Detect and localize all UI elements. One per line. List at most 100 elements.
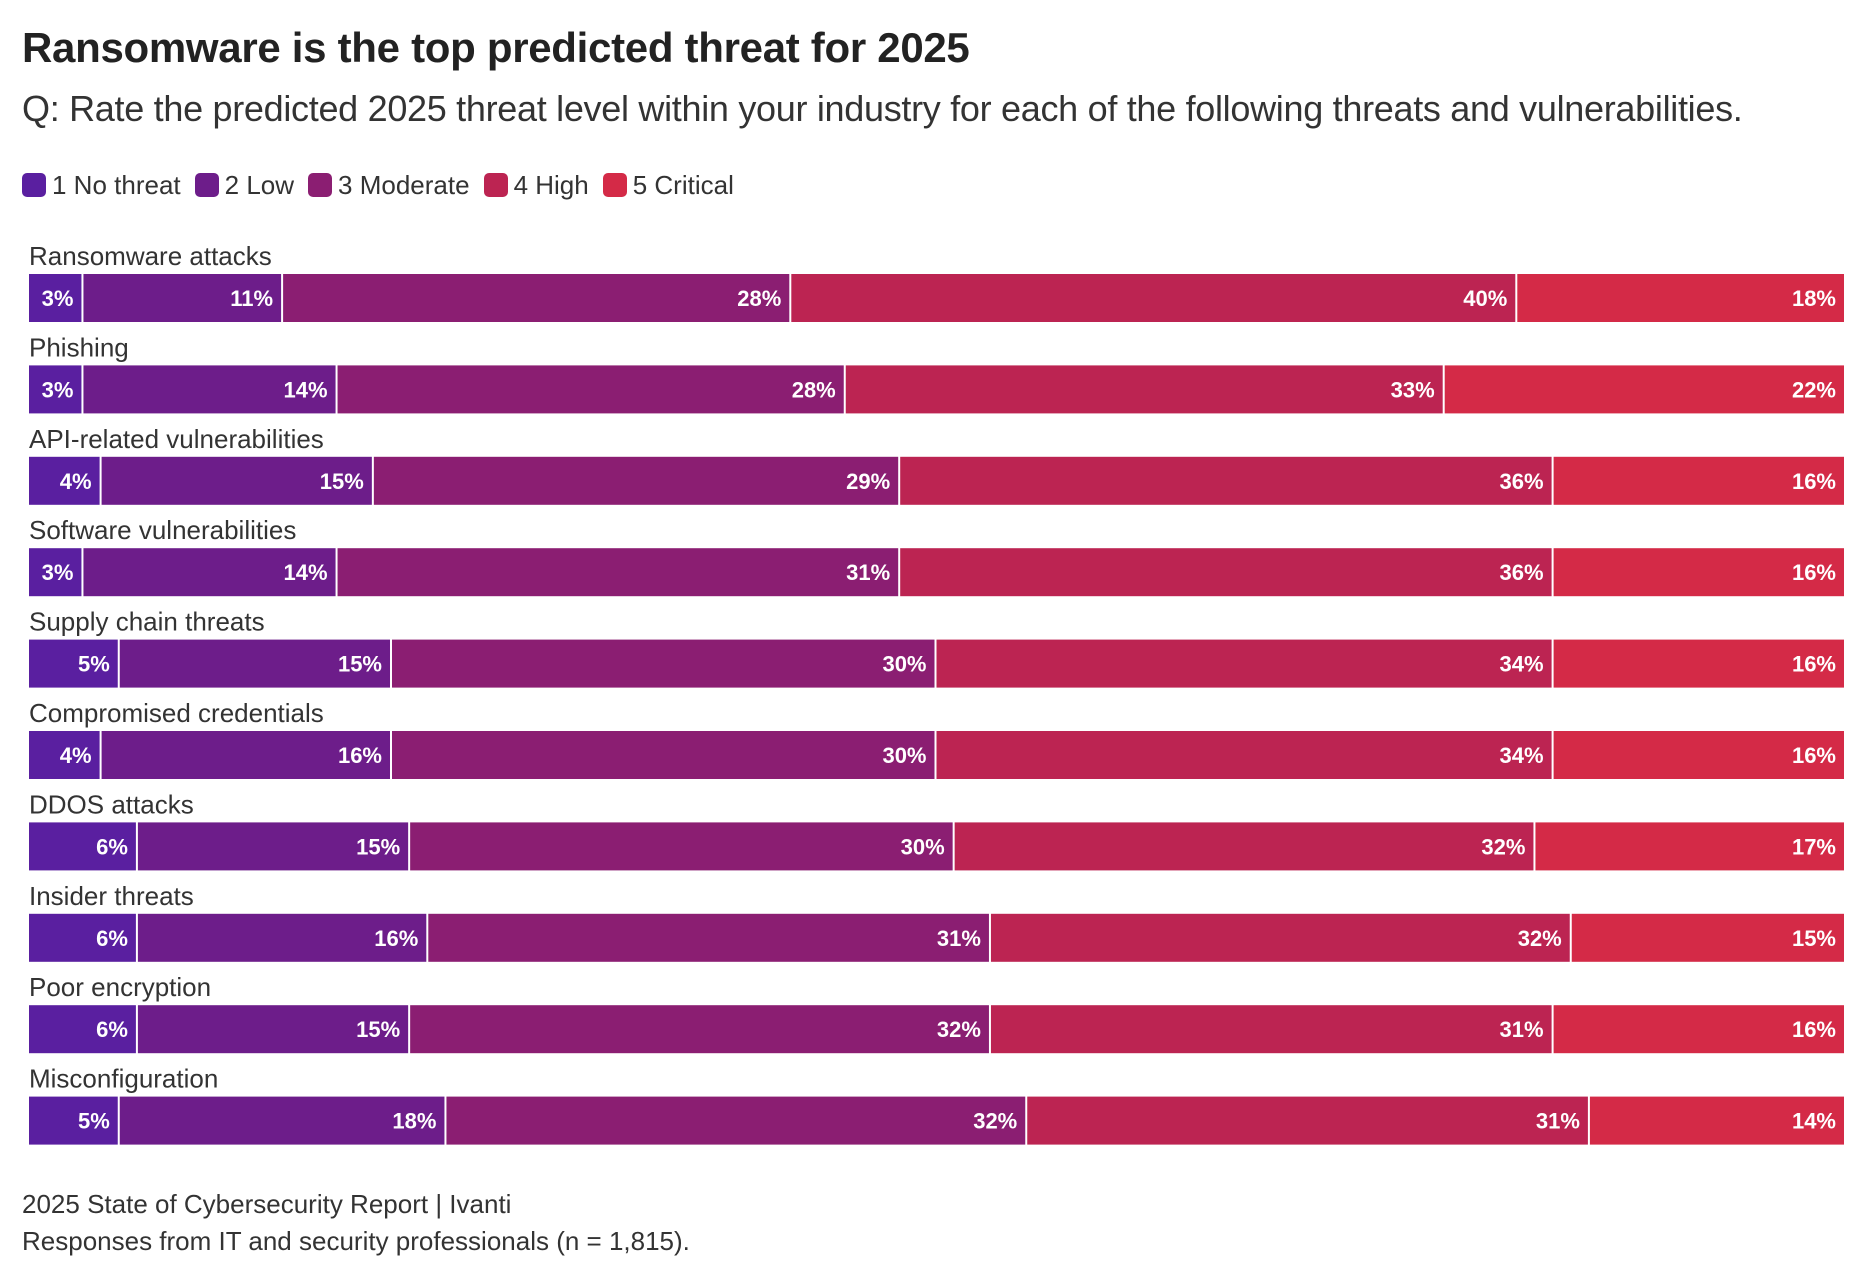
data-label-supply-chain-threats-2-low: 15% (338, 652, 382, 677)
data-label-poor-encryption-5-critical: 16% (1792, 1017, 1836, 1042)
bar-segment-insider-threats-1-no-threat (29, 913, 136, 962)
category-label-software-vulnerabilities: Software vulnerabilities (29, 515, 296, 545)
bar-segment-insider-threats-3-moderate (428, 913, 989, 962)
bar-segment-supply-chain-threats-3-moderate (392, 639, 935, 688)
data-label-ransomware-attacks-4-high: 40% (1463, 286, 1507, 311)
bar-segment-software-vulnerabilities-5-critical (1553, 548, 1844, 597)
bar-segment-software-vulnerabilities-1-no-threat (29, 548, 82, 597)
legend-label: 2 Low (224, 169, 295, 200)
data-label-insider-threats-1-no-threat: 6% (96, 926, 128, 951)
data-label-phishing-3-moderate: 28% (792, 377, 836, 402)
data-label-software-vulnerabilities-4-high: 36% (1500, 560, 1544, 585)
data-label-insider-threats-4-high: 32% (1518, 926, 1562, 951)
bar-segment-software-vulnerabilities-4-high (900, 548, 1552, 597)
data-label-insider-threats-5-critical: 15% (1792, 926, 1836, 951)
chart-title: Ransomware is the top predicted threat f… (22, 24, 970, 71)
data-label-misconfiguration-5-critical: 14% (1792, 1109, 1836, 1134)
legend-label: 5 Critical (632, 169, 734, 200)
data-label-ddos-attacks-3-moderate: 30% (901, 834, 945, 859)
footer: 2025 State of Cybersecurity Report | Iva… (22, 1186, 690, 1260)
legend-swatch (483, 173, 508, 197)
data-label-misconfiguration-4-high: 31% (1536, 1109, 1580, 1134)
data-label-api-related-vulnerabilities-2-low: 15% (320, 469, 364, 494)
footer-note: Responses from IT and security professio… (22, 1226, 690, 1256)
bar-segment-ddos-attacks-4-high (954, 822, 1534, 871)
bar-segment-phishing-4-high (845, 365, 1443, 414)
category-label-ransomware-attacks: Ransomware attacks (29, 241, 272, 271)
bar-segment-phishing-1-no-threat (29, 365, 82, 414)
bar-segment-misconfiguration-1-no-threat (29, 1096, 118, 1145)
bar-segment-ransomware-attacks-4-high (791, 274, 1516, 322)
bar-segment-ddos-attacks-3-moderate (410, 822, 953, 871)
category-label-api-related-vulnerabilities: API-related vulnerabilities (29, 424, 324, 454)
bar-segment-api-related-vulnerabilities-4-high (900, 456, 1552, 505)
legend-label: 3 Moderate (338, 169, 470, 200)
data-label-ddos-attacks-5-critical: 17% (1792, 834, 1836, 859)
data-label-misconfiguration-3-moderate: 32% (973, 1109, 1017, 1134)
bar-segment-compromised-credentials-4-high (936, 731, 1552, 779)
legend-item-high: 4 High (483, 169, 589, 201)
data-label-ddos-attacks-2-low: 15% (356, 834, 400, 859)
category-label-ddos-attacks: DDOS attacks (29, 789, 194, 819)
data-label-supply-chain-threats-4-high: 34% (1500, 652, 1544, 677)
legend-item-critical: 5 Critical (602, 169, 734, 201)
category-label-insider-threats: Insider threats (29, 881, 194, 911)
data-label-api-related-vulnerabilities-4-high: 36% (1500, 469, 1544, 494)
bar-segment-phishing-2-low (83, 365, 336, 414)
data-label-software-vulnerabilities-3-moderate: 31% (846, 560, 890, 585)
legend-swatch (602, 173, 627, 197)
data-label-ransomware-attacks-5-critical: 18% (1792, 286, 1836, 311)
bar-segment-misconfiguration-5-critical (1589, 1096, 1844, 1145)
data-label-poor-encryption-2-low: 15% (356, 1017, 400, 1042)
data-label-compromised-credentials-3-moderate: 30% (882, 743, 926, 768)
bar-segment-poor-encryption-3-moderate (410, 1005, 989, 1054)
bar-segment-phishing-3-moderate (337, 365, 844, 414)
legend-label: 1 No threat (52, 169, 181, 200)
data-label-phishing-5-critical: 22% (1792, 377, 1836, 402)
bar-segment-poor-encryption-2-low (137, 1005, 409, 1054)
legend-label: 4 High (513, 169, 589, 200)
bar-segment-compromised-credentials-1-no-threat (29, 731, 100, 779)
bar-segment-ransomware-attacks-2-low (83, 274, 282, 322)
category-label-poor-encryption: Poor encryption (29, 972, 211, 1002)
data-label-api-related-vulnerabilities-3-moderate: 29% (846, 469, 890, 494)
data-label-compromised-credentials-1-no-threat: 4% (60, 743, 92, 768)
bar-segment-api-related-vulnerabilities-1-no-threat (29, 456, 100, 505)
bar-segment-ransomware-attacks-3-moderate (283, 274, 790, 322)
data-label-phishing-1-no-threat: 3% (42, 377, 74, 402)
data-label-software-vulnerabilities-1-no-threat: 3% (42, 560, 74, 585)
data-label-ransomware-attacks-3-moderate: 28% (737, 286, 781, 311)
data-label-api-related-vulnerabilities-1-no-threat: 4% (60, 469, 92, 494)
bar-segment-supply-chain-threats-1-no-threat (29, 639, 118, 688)
data-label-misconfiguration-2-low: 18% (392, 1109, 436, 1134)
category-label-phishing: Phishing (29, 332, 129, 362)
data-label-api-related-vulnerabilities-5-critical: 16% (1792, 469, 1836, 494)
bar-segment-software-vulnerabilities-2-low (83, 548, 336, 597)
legend-item-no-threat: 1 No threat (22, 170, 181, 201)
bar-segment-compromised-credentials-2-low (101, 731, 390, 779)
data-label-compromised-credentials-4-high: 34% (1500, 743, 1544, 768)
bar-segment-phishing-5-critical (1444, 365, 1844, 414)
data-label-phishing-4-high: 33% (1391, 377, 1435, 402)
footer-source: 2025 State of Cybersecurity Report | Iva… (22, 1189, 512, 1219)
bar-segment-insider-threats-4-high (990, 913, 1570, 962)
data-label-supply-chain-threats-3-moderate: 30% (882, 652, 926, 677)
category-label-supply-chain-threats: Supply chain threats (29, 607, 265, 637)
bar-segment-ddos-attacks-2-low (137, 822, 409, 871)
bar-segment-poor-encryption-4-high (990, 1005, 1552, 1054)
data-label-ransomware-attacks-1-no-threat: 3% (42, 286, 74, 311)
bar-segment-misconfiguration-4-high (1027, 1096, 1588, 1145)
chart-subtitle: Q: Rate the predicted 2025 threat level … (22, 88, 1743, 129)
bar-segment-poor-encryption-5-critical (1553, 1005, 1844, 1054)
data-label-insider-threats-2-low: 16% (374, 926, 418, 951)
data-label-poor-encryption-4-high: 31% (1500, 1017, 1544, 1042)
bar-segment-insider-threats-5-critical (1571, 913, 1844, 962)
legend-item-low: 2 Low (194, 169, 295, 201)
bar-segment-api-related-vulnerabilities-3-moderate (373, 456, 899, 505)
data-label-software-vulnerabilities-5-critical: 16% (1792, 560, 1836, 585)
data-label-misconfiguration-1-no-threat: 5% (78, 1109, 110, 1134)
data-label-ddos-attacks-4-high: 32% (1481, 834, 1525, 859)
bar-segment-supply-chain-threats-5-critical (1553, 639, 1844, 688)
data-label-ransomware-attacks-2-low: 11% (230, 286, 273, 311)
